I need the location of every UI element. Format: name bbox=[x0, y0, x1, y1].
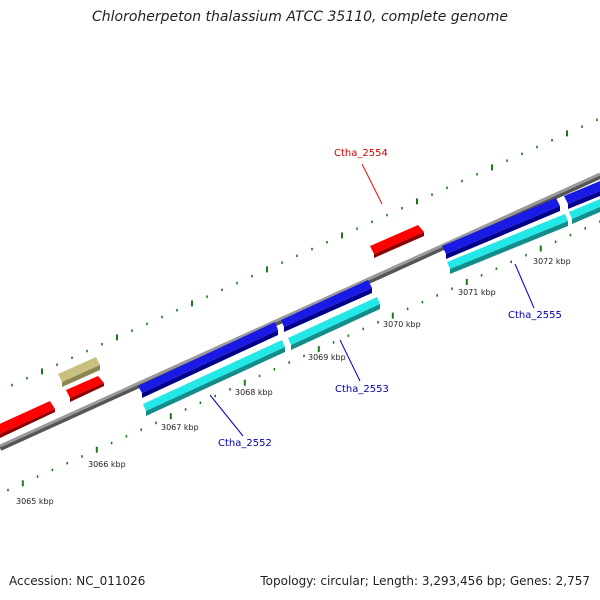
genome-title: Chloroherpeton thalassium ATCC 35110, co… bbox=[92, 9, 508, 25]
gene-arrow-ctha-2555[interactable] bbox=[442, 198, 560, 254]
gene-arrow-shadow bbox=[284, 288, 372, 332]
callout-line-ctha-2552 bbox=[209, 394, 244, 437]
cds-block-ctha-2552[interactable] bbox=[143, 340, 285, 411]
gene-arrow-reverse[interactable] bbox=[564, 181, 600, 204]
cds-shadow bbox=[146, 347, 285, 416]
gene-label-ctha-2555[interactable]: Ctha_2555 bbox=[508, 310, 562, 321]
gene-arrow-ctha-2553[interactable] bbox=[281, 280, 372, 327]
reverse-cds bbox=[143, 199, 600, 416]
kbp-label: 3067 kbp bbox=[161, 423, 199, 432]
pseudogene-block[interactable] bbox=[58, 357, 100, 382]
gene-arrow-shadow bbox=[70, 383, 104, 402]
accession-info: Accession: NC_011026 bbox=[9, 574, 146, 588]
gene-labels: Ctha_2554 Ctha_2552 Ctha_2553 Ctha_2555 bbox=[218, 148, 562, 449]
callout-line-ctha-2553 bbox=[339, 339, 361, 382]
callout-line-ctha-2555 bbox=[514, 263, 535, 309]
reverse-genes bbox=[138, 181, 600, 398]
cds-shadow bbox=[572, 207, 600, 224]
gene-arrow-forward[interactable] bbox=[0, 401, 55, 434]
kbp-label: 3071 kbp bbox=[458, 288, 496, 297]
gene-label-ctha-2553[interactable]: Ctha_2553 bbox=[335, 384, 389, 395]
forward-strand-ticks bbox=[11, 118, 598, 387]
gene-arrow-shadow bbox=[0, 409, 55, 438]
reverse-strand-ticks bbox=[7, 220, 600, 492]
kbp-label: 3068 kbp bbox=[235, 388, 273, 397]
cds-block[interactable] bbox=[569, 199, 600, 219]
kbp-label: 3069 kbp bbox=[308, 353, 346, 362]
kbp-labels: 3065 kbp 3066 kbp 3067 kbp 3068 kbp 3069… bbox=[16, 257, 571, 506]
gene-callouts bbox=[209, 163, 535, 437]
gene-label-ctha-2554[interactable]: Ctha_2554 bbox=[334, 148, 388, 159]
kbp-label: 3065 kbp bbox=[16, 497, 54, 506]
gene-arrow-ctha-2552[interactable] bbox=[138, 322, 278, 393]
gene-arrow-ctha-2554[interactable] bbox=[370, 225, 424, 254]
gene-arrow-shadow bbox=[446, 206, 560, 259]
genome-backbone bbox=[0, 172, 600, 448]
cds-shadow bbox=[450, 221, 568, 274]
pseudogene-shadow bbox=[62, 365, 100, 387]
gene-arrow-shadow bbox=[142, 330, 278, 398]
kbp-label: 3066 kbp bbox=[88, 460, 126, 469]
gene-arrow-shadow bbox=[374, 232, 424, 258]
forward-genes bbox=[0, 225, 424, 438]
cds-shadow bbox=[291, 304, 380, 350]
gene-arrow-shadow bbox=[568, 191, 600, 209]
gene-label-ctha-2552[interactable]: Ctha_2552 bbox=[218, 438, 272, 449]
kbp-label: 3072 kbp bbox=[533, 257, 571, 266]
genome-summary: Topology: circular; Length: 3,293,456 bp… bbox=[260, 574, 590, 588]
gene-arrow-forward[interactable] bbox=[66, 376, 104, 398]
cds-block-ctha-2555[interactable] bbox=[447, 214, 568, 269]
cds-block-ctha-2553[interactable] bbox=[288, 297, 380, 345]
callout-line-ctha-2554 bbox=[361, 163, 383, 205]
kbp-label: 3070 kbp bbox=[383, 320, 421, 329]
